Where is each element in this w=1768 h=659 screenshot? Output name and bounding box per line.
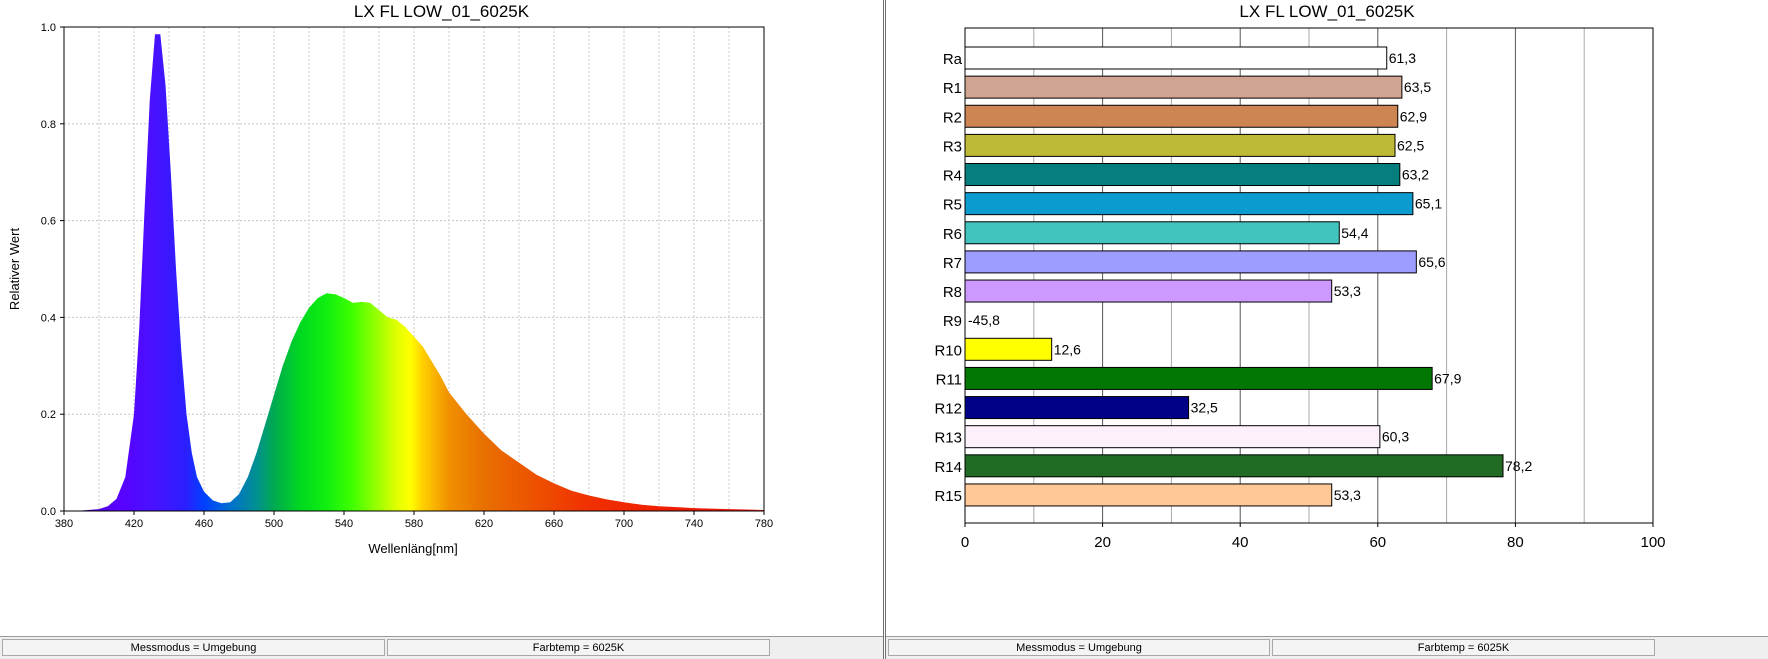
cri-x-tick-label: 0 (961, 534, 969, 551)
cri-x-tick-label: 80 (1507, 534, 1524, 551)
cri-bar-r6 (964, 221, 1340, 245)
spectrum-y-axis-label: Relativer Wert (7, 228, 22, 311)
cri-category-label: R4 (943, 168, 962, 185)
cri-bar-r3 (964, 133, 1396, 157)
cri-value-label: 67,9 (1434, 370, 1461, 386)
cri-plot-frame (964, 27, 1654, 524)
cri-value-label: 63,2 (1402, 167, 1429, 183)
cri-value-label: 54,4 (1341, 225, 1368, 241)
cri-category-label: R8 (943, 284, 962, 301)
cri-bar-r4 (964, 163, 1401, 187)
cri-category-label: R11 (936, 371, 962, 388)
spectrum-x-tick-label: 620 (475, 518, 493, 530)
cri-bar-r2 (964, 104, 1399, 128)
spectrum-x-tick-label: 540 (335, 518, 353, 530)
cri-category-label: R5 (943, 197, 962, 214)
cri-bar-r7 (964, 250, 1417, 274)
cri-value-label: 78,2 (1505, 458, 1532, 474)
cri-bar-r8 (964, 279, 1333, 303)
cri-bar-r5 (964, 192, 1414, 216)
spectrum-x-tick-label: 420 (125, 518, 143, 530)
status-color-temp: Farbtemp = 6025K (387, 639, 770, 656)
spectrum-status-bar: Messmodus = Umgebung Farbtemp = 6025K (0, 636, 883, 659)
cri-value-label: 12,6 (1054, 341, 1081, 357)
spectrum-panel: LX FL LOW_01_6025K 380 420 460 500 540 580 620… (0, 0, 884, 659)
spectrum-y-tick-label: 0.6 (41, 216, 56, 228)
cri-value-label: 60,3 (1382, 429, 1409, 445)
spectrum-y-tick-label: 1.0 (41, 22, 56, 34)
cri-bar-r11 (964, 366, 1433, 390)
spectrum-x-tick-label: 460 (195, 518, 213, 530)
cri-panel: LX FL LOW_01_6025K Ra 61,3 R1 63,5 R2 62,9 R3 6… (885, 0, 1768, 659)
cri-x-tick-label: 100 (1640, 534, 1665, 551)
spectrum-x-tick-label: 740 (685, 518, 703, 530)
cri-value-label: 62,5 (1397, 137, 1424, 153)
cri-bar-r13 (964, 425, 1381, 449)
cri-category-label: R7 (943, 255, 962, 272)
spectrum-chart-title: LX FL LOW_01_6025K (353, 2, 530, 21)
spectrum-area (64, 34, 764, 512)
status-color-temp: Farbtemp = 6025K (1272, 639, 1655, 656)
cri-category-label: R1 (943, 80, 962, 97)
cri-category-label: R9 (943, 313, 962, 330)
spectrum-chart: 380 420 460 500 540 580 620 660 700 740 780 0.0 0.2… (7, 22, 773, 556)
spectrum-y-tick-label: 0.2 (41, 409, 56, 421)
cri-category-label: R13 (934, 430, 962, 447)
spectrum-x-tick-label: 780 (755, 518, 773, 530)
cri-category-label: R3 (943, 138, 962, 155)
cri-value-label: 65,1 (1415, 196, 1442, 212)
cri-value-label: 53,3 (1334, 487, 1361, 503)
cri-value-label: 62,9 (1400, 108, 1427, 124)
cri-bar-r15 (964, 483, 1333, 507)
cri-category-label: R15 (934, 488, 962, 505)
cri-category-label: R14 (934, 459, 962, 476)
cri-category-label: R2 (943, 109, 962, 126)
spectrum-x-axis-label: Wellenläng[nm] (368, 541, 457, 556)
spectrum-x-tick-label: 660 (545, 518, 563, 530)
spectrum-y-tick-label: 0.0 (41, 506, 56, 518)
cri-bar-ra (964, 46, 1388, 70)
cri-category-label: R12 (934, 401, 962, 418)
cri-bar-r12 (964, 396, 1190, 420)
status-measure-mode: Messmodus = Umgebung (888, 639, 1270, 656)
cri-status-bar: Messmodus = Umgebung Farbtemp = 6025K (886, 636, 1768, 659)
cri-bar-r14 (964, 454, 1504, 478)
cri-value-label: 63,5 (1404, 79, 1431, 95)
cri-bar-chart: Ra 61,3 R1 63,5 R2 62,9 R3 62,5 R4 63,2 R5 65,1 R6 54… (934, 27, 1666, 551)
cri-x-tick-label: 60 (1369, 534, 1386, 551)
cri-value-label: 53,3 (1334, 283, 1361, 299)
cri-bar-r10 (964, 337, 1053, 361)
cri-value-label: 61,3 (1389, 50, 1416, 66)
cri-bar-r1 (964, 75, 1403, 99)
cri-category-label: R10 (934, 342, 962, 359)
cri-category-label: R6 (943, 226, 962, 243)
cri-category-label: Ra (943, 51, 963, 68)
spectrum-x-tick-label: 500 (265, 518, 283, 530)
spectrum-y-tick-label: 0.8 (41, 119, 56, 131)
spectrum-x-tick-label: 580 (405, 518, 423, 530)
cri-value-label: -45,8 (968, 312, 1000, 328)
spectrum-x-tick-label: 380 (55, 518, 73, 530)
cri-value-label: 65,6 (1418, 254, 1445, 270)
status-measure-mode: Messmodus = Umgebung (2, 639, 385, 656)
cri-x-tick-label: 40 (1232, 534, 1249, 551)
spectrum-y-tick-label: 0.4 (41, 312, 56, 324)
cri-chart-title: LX FL LOW_01_6025K (1239, 2, 1415, 21)
cri-x-tick-label: 20 (1094, 534, 1111, 551)
cri-value-label: 32,5 (1191, 400, 1218, 416)
spectrum-x-tick-label: 700 (615, 518, 633, 530)
